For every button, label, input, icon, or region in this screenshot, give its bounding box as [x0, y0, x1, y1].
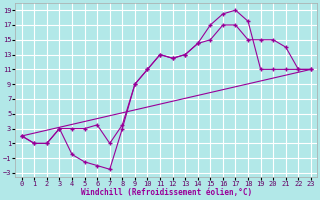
X-axis label: Windchill (Refroidissement éolien,°C): Windchill (Refroidissement éolien,°C) [81, 188, 252, 197]
